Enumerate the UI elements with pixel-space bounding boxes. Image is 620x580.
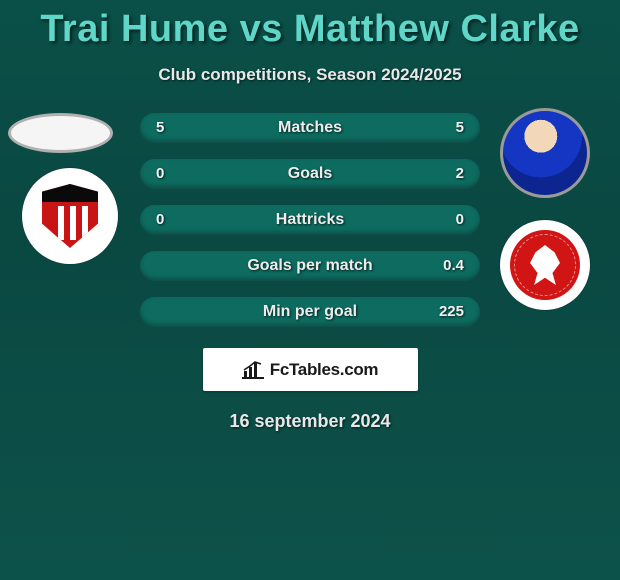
stat-right-value: 0: [456, 211, 464, 228]
stat-left-value: 0: [156, 165, 164, 182]
player-right-avatar: [500, 108, 590, 198]
subtitle: Club competitions, Season 2024/2025: [0, 65, 620, 85]
brand-box[interactable]: FcTables.com: [203, 348, 418, 391]
stat-bars: 5 Matches 5 0 Goals 2 0 Hattricks 0 Goals per mat…: [140, 113, 480, 326]
stat-label: Goals per match: [247, 257, 372, 275]
bar-chart-icon: [242, 361, 264, 379]
stat-left-value: 0: [156, 211, 164, 228]
stat-row: Min per goal 225: [140, 297, 480, 326]
stat-row: 0 Hattricks 0: [140, 205, 480, 234]
stat-right-value: 225: [439, 303, 464, 320]
stat-label: Min per goal: [263, 303, 357, 321]
stat-right-value: 2: [456, 165, 464, 182]
stat-right-value: 5: [456, 119, 464, 136]
stat-right-value: 0.4: [443, 257, 464, 274]
stat-label: Goals: [288, 165, 332, 183]
middlesbrough-circle-icon: [510, 230, 580, 300]
stat-left-value: 5: [156, 119, 164, 136]
sunderland-shield-icon: [42, 184, 98, 248]
club-left-badge: [22, 168, 118, 264]
stat-row: Goals per match 0.4: [140, 251, 480, 280]
brand-text: FcTables.com: [270, 360, 379, 380]
stat-row: 5 Matches 5: [140, 113, 480, 142]
stat-row: 0 Goals 2: [140, 159, 480, 188]
player-left-avatar: [8, 113, 113, 153]
stat-label: Matches: [278, 119, 342, 137]
lion-icon: [528, 245, 562, 285]
date-label: 16 september 2024: [0, 411, 620, 432]
club-right-badge: [500, 220, 590, 310]
comparison-panel: 5 Matches 5 0 Goals 2 0 Hattricks 0 Goals per mat…: [0, 113, 620, 432]
stat-label: Hattricks: [276, 211, 344, 229]
page-title: Trai Hume vs Matthew Clarke: [0, 0, 620, 51]
